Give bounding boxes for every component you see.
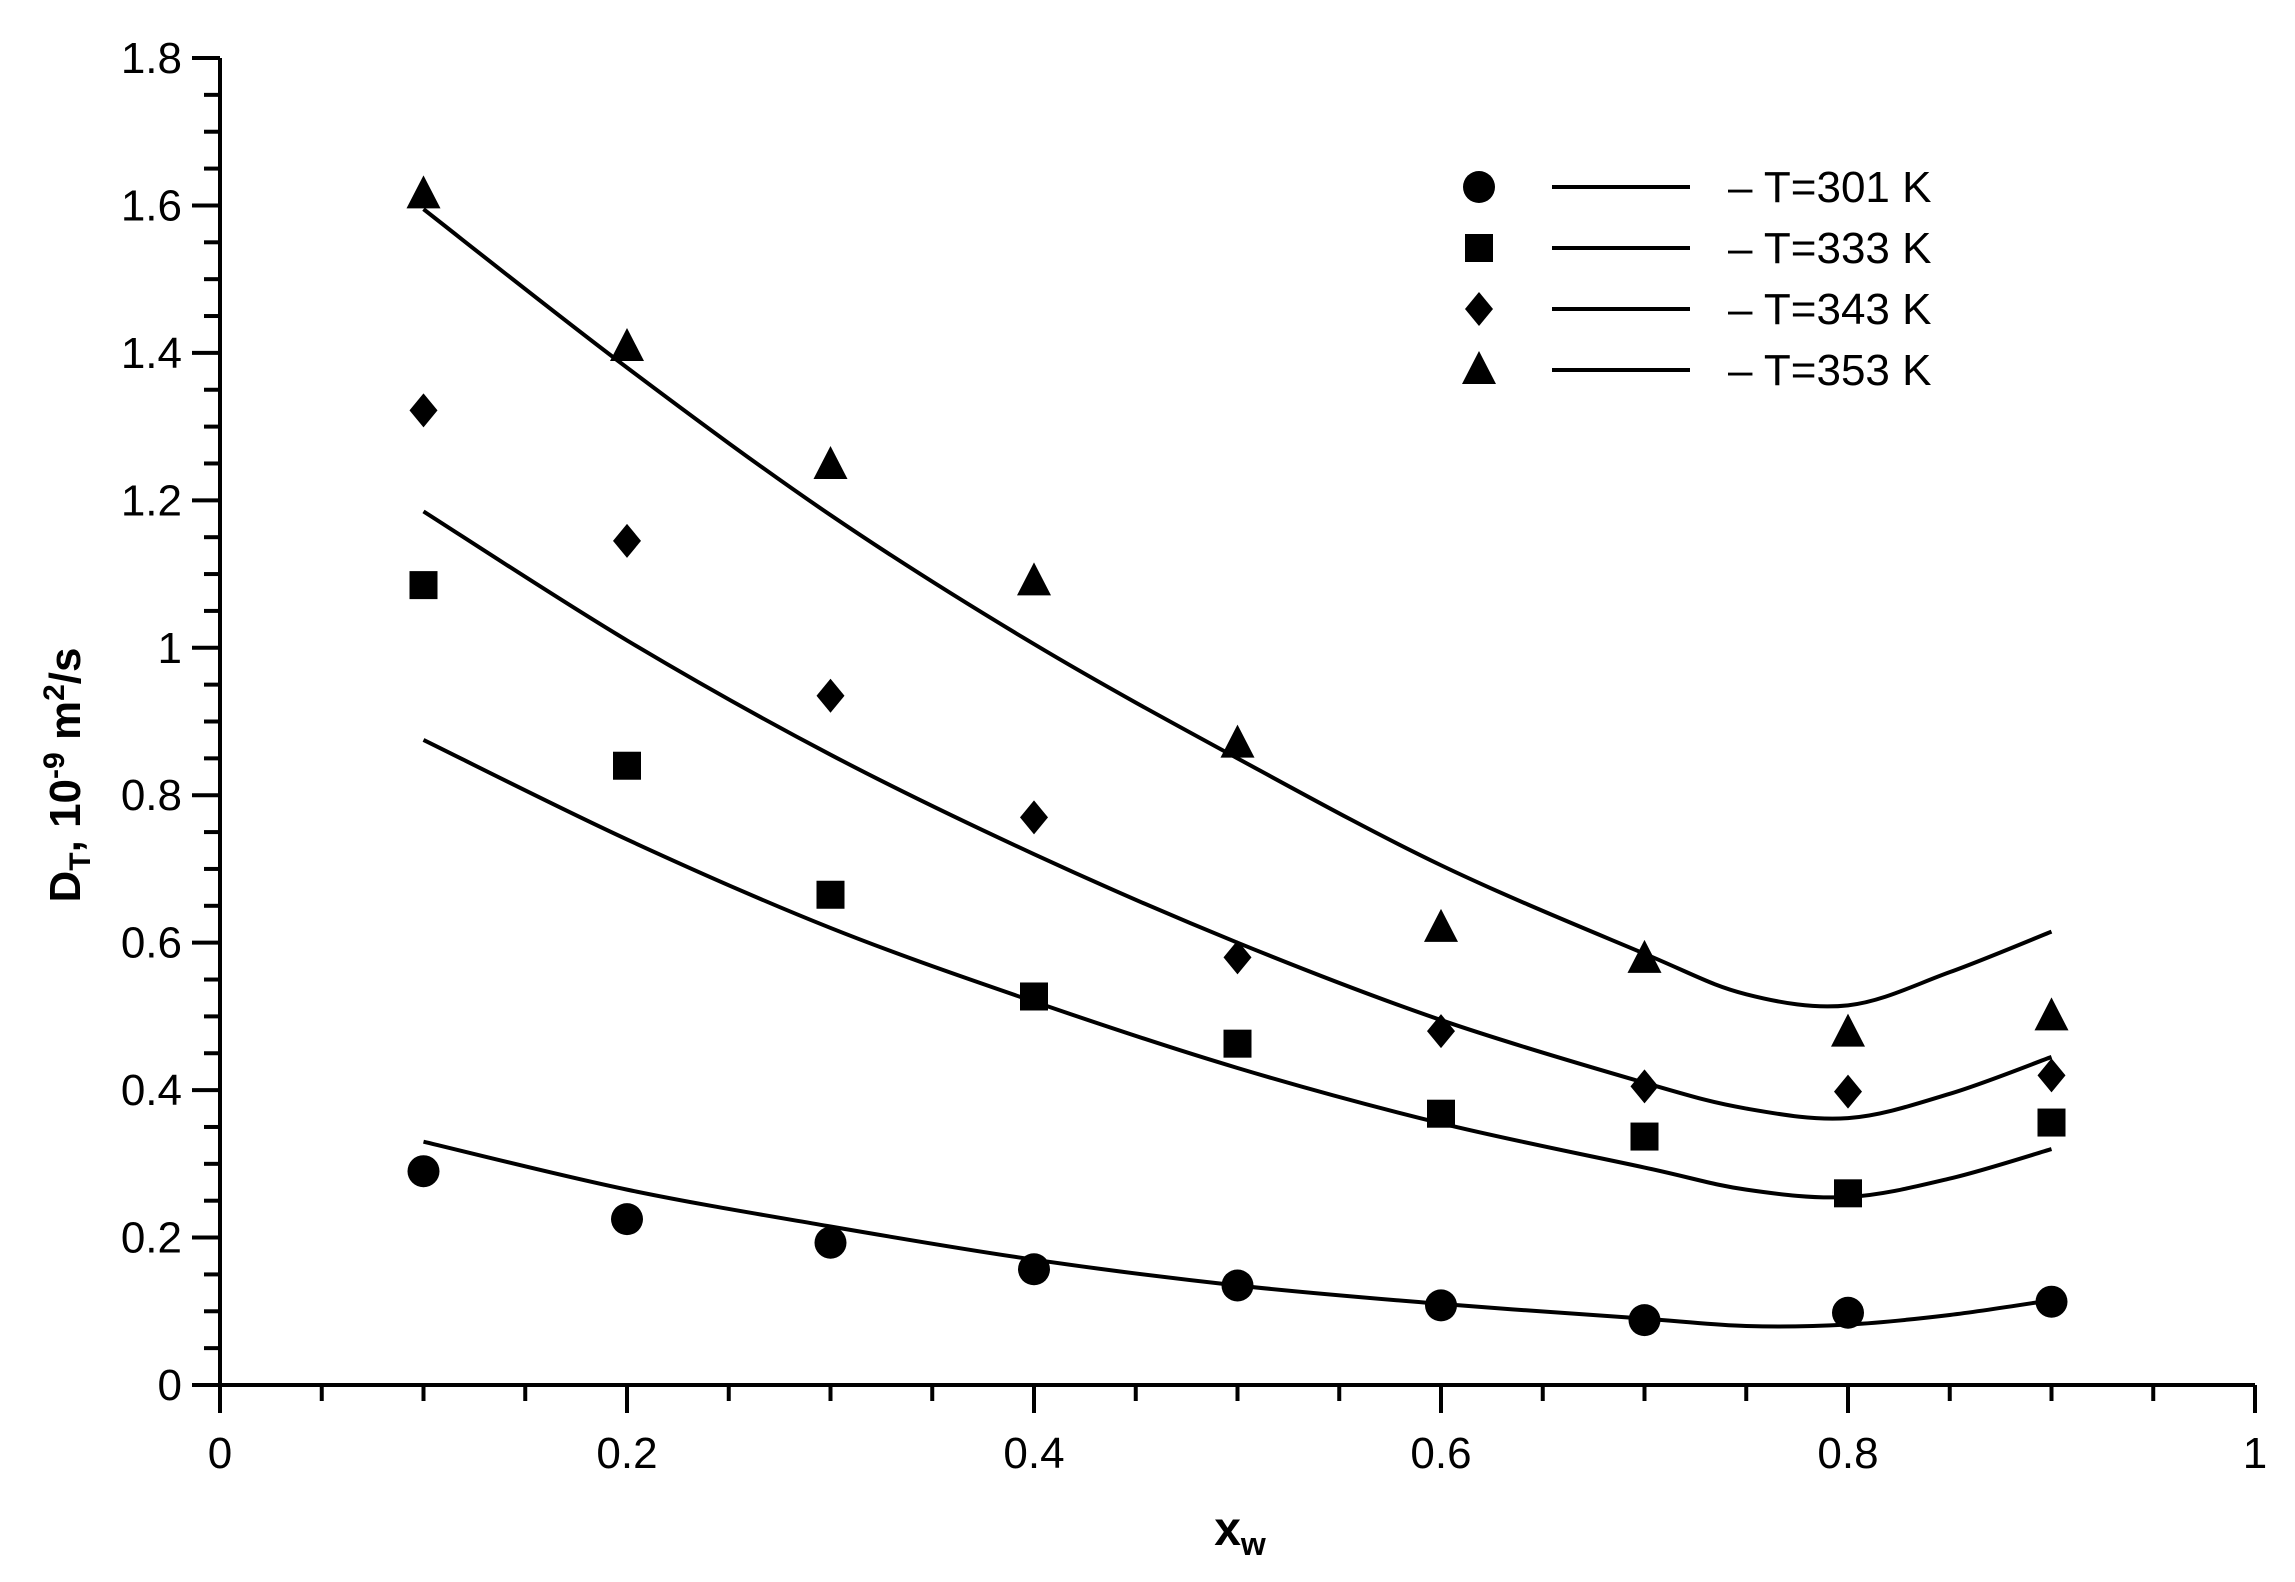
data-point-square [2037,1108,2066,1137]
legend-label: – T=301 K [1728,163,1931,212]
data-point-circle [2035,1285,2068,1318]
y-tick-label: 1.8 [121,34,182,83]
legend-marker-square [1465,234,1493,262]
legend-marker-triangle [1462,351,1496,384]
data-point-triangle [1424,908,1458,942]
data-point-triangle [1627,939,1662,973]
x-tick-label: 1 [2243,1429,2267,1478]
data-point-diamond [1020,800,1048,835]
y-axis-title: DT, 10-9 m2/s [38,648,97,903]
data-point-circle [1425,1289,1457,1322]
data-point-square [1834,1179,1862,1208]
y-axis-title-sup: -9 [38,752,71,779]
data-point-square [409,571,438,600]
data-point-square [1427,1099,1455,1128]
x-tick-label: 0.4 [1003,1429,1064,1478]
data-point-diamond [816,678,845,713]
data-point-circle [1832,1296,1864,1329]
x-tick-label: 0 [208,1429,232,1478]
y-tick-label: 0 [158,1361,182,1410]
series-line-2 [422,509,2053,1121]
data-point-circle [1221,1269,1254,1302]
y-tick-label: 1.4 [121,329,182,378]
data-point-square [613,751,641,780]
data-point-triangle [610,327,644,361]
y-tick-label: 1 [158,624,182,673]
legend-label: – T=343 K [1728,285,1931,334]
legend-label: – T=353 K [1728,346,1931,395]
data-point-diamond [1223,940,1252,975]
x-axis-title: xw [1214,1503,1266,1562]
data-point-square [1630,1122,1659,1151]
y-axis-title-unit: m [41,701,90,752]
data-point-triangle [1831,1013,1865,1047]
data-point-square [1223,1029,1252,1058]
data-point-triangle [1017,562,1051,596]
legend-label: – T=333 K [1728,224,1931,273]
y-tick-label: 1.2 [121,476,182,525]
data-point-circle [814,1226,847,1259]
y-tick-label: 0.4 [121,1066,182,1115]
axes [218,58,2255,1387]
legend: – T=301 K – T=333 K – T=343 K – T=353 K [1462,163,1931,395]
y-axis-title-unit-sup: 2 [38,684,71,701]
data-point-triangle [406,175,441,209]
x-tick-label: 0.2 [596,1429,657,1478]
x-axis-title-main: x [1214,1503,1241,1556]
legend-marker-circle [1463,171,1495,203]
y-tick-label: 1.6 [121,181,182,230]
series-line-3 [422,207,2053,1009]
data-point-diamond [1630,1069,1659,1104]
x-axis-ticks: 0 0.2 0.4 0.6 0.8 1 [208,1385,2267,1478]
data-point-triangle [813,445,848,479]
data-point-triangle [1220,724,1255,758]
y-axis-title-sub: T [64,852,97,870]
data-point-circle [611,1203,643,1236]
legend-marker-diamond [1465,292,1493,326]
data-point-diamond [409,393,438,428]
data-point-circle [1628,1304,1661,1337]
data-point-triangle [2034,997,2069,1031]
data-point-square [816,880,845,909]
y-axis-title-rest: , 10 [41,779,90,852]
y-tick-label: 0.2 [121,1214,182,1263]
y-tick-label: 0.8 [121,771,182,820]
y-axis-ticks: 0 0.2 0.4 0.6 0.8 1 1.2 1.4 1.6 1.8 [121,34,220,1410]
y-axis-title-unit-rest: /s [41,648,90,685]
data-point-diamond [1427,1014,1455,1049]
data-point-diamond [1834,1074,1862,1109]
data-point-diamond [2037,1058,2066,1093]
series-markers [406,175,2069,1337]
x-tick-label: 0.6 [1410,1429,1471,1478]
data-point-circle [407,1155,440,1188]
data-point-square [1020,982,1048,1011]
y-axis-title-main: D [41,871,90,903]
data-point-circle [1018,1253,1050,1286]
y-tick-label: 0.6 [121,919,182,968]
x-tick-label: 0.8 [1817,1429,1878,1478]
x-axis-title-sub: w [1240,1526,1266,1562]
data-point-diamond [613,523,641,558]
